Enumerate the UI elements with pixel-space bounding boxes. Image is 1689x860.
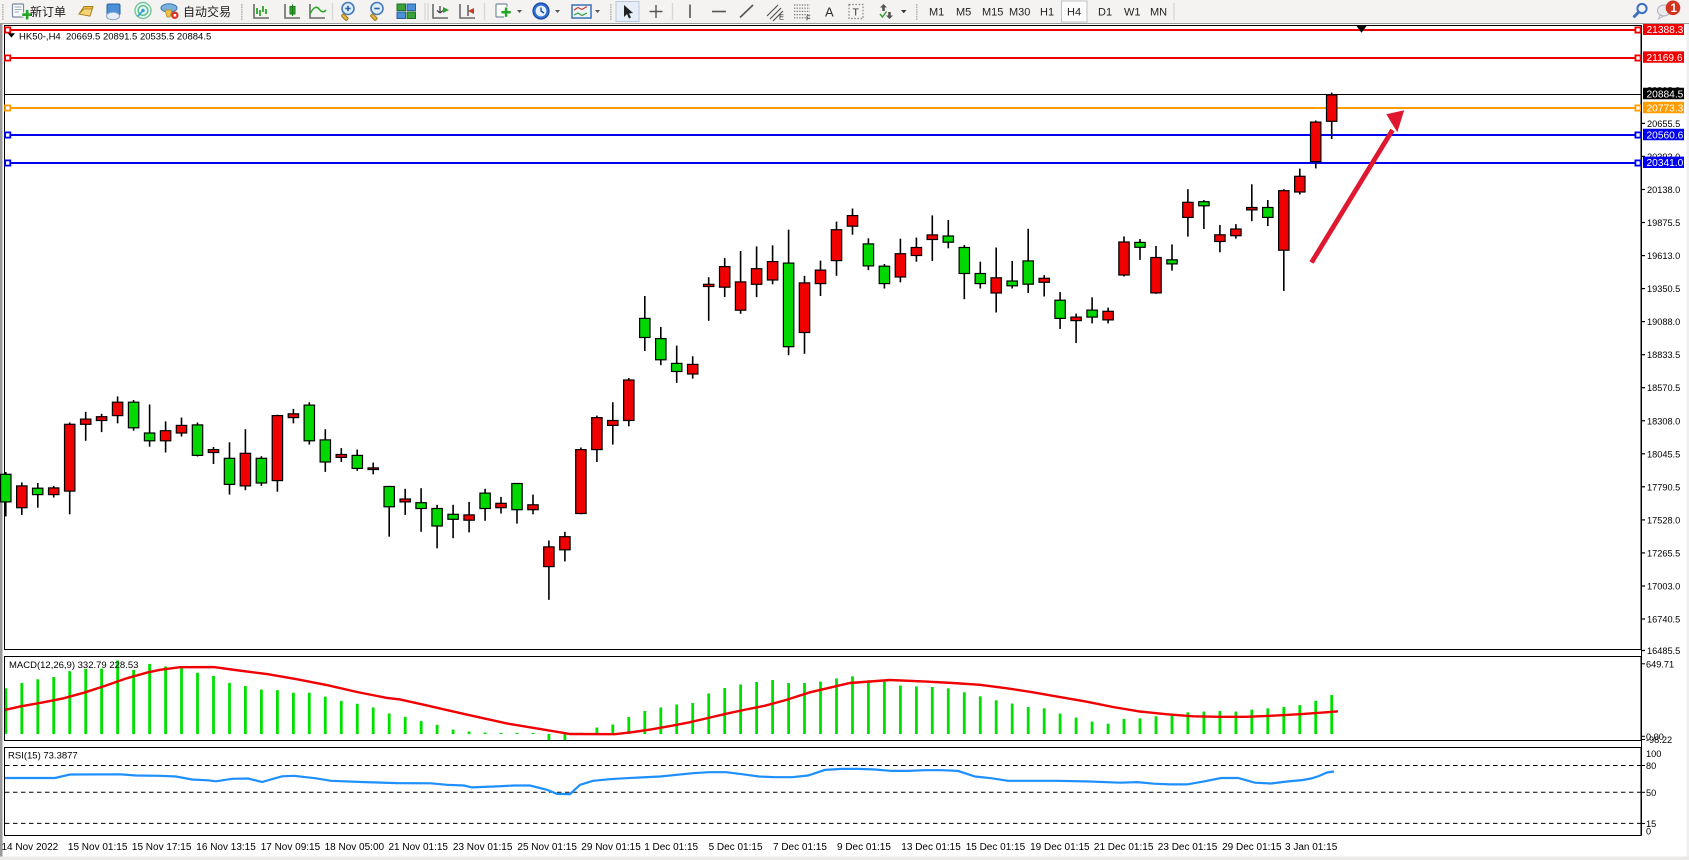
svg-text:H4: H4 — [1067, 7, 1081, 19]
svg-text:MACD(12,26,9) 332.79 228.53: MACD(12,26,9) 332.79 228.53 — [9, 660, 138, 671]
svg-text:M15: M15 — [982, 7, 1003, 19]
svg-text:16740.5: 16740.5 — [1647, 615, 1680, 625]
svg-text:25 Nov 01:15: 25 Nov 01:15 — [517, 842, 577, 853]
svg-text:15 Nov 17:15: 15 Nov 17:15 — [132, 842, 192, 853]
svg-text:16485.5: 16485.5 — [1647, 646, 1680, 656]
svg-text:HK50-,H4 20669.5 20891.5 2053: HK50-,H4 20669.5 20891.5 20535.5 20884.5 — [19, 31, 211, 42]
svg-text:A: A — [825, 5, 834, 20]
svg-text:H1: H1 — [1040, 7, 1054, 19]
svg-text:1: 1 — [1671, 3, 1678, 15]
svg-text:23 Dec 01:15: 23 Dec 01:15 — [1158, 842, 1218, 853]
svg-text:13 Dec 01:15: 13 Dec 01:15 — [901, 842, 961, 853]
svg-text:16 Nov 13:15: 16 Nov 13:15 — [196, 842, 256, 853]
svg-text:23 Nov 01:15: 23 Nov 01:15 — [453, 842, 513, 853]
svg-text:50: 50 — [1646, 788, 1656, 798]
svg-text:21169.6: 21169.6 — [1647, 53, 1683, 64]
svg-text:17265.5: 17265.5 — [1647, 548, 1680, 558]
svg-text:0.00: 0.00 — [1646, 732, 1664, 742]
svg-text:17528.0: 17528.0 — [1647, 515, 1680, 525]
svg-text:RSI(15) 73.3877: RSI(15) 73.3877 — [8, 751, 78, 762]
svg-text:21388.3: 21388.3 — [1647, 25, 1684, 36]
svg-text:649.71: 649.71 — [1646, 659, 1674, 669]
svg-text:18 Nov 05:00: 18 Nov 05:00 — [325, 842, 385, 853]
svg-text:E: E — [779, 13, 784, 22]
svg-text:18045.5: 18045.5 — [1647, 449, 1680, 459]
svg-text:15: 15 — [1646, 819, 1656, 829]
svg-text:17003.0: 17003.0 — [1647, 582, 1680, 592]
svg-text:20560.6: 20560.6 — [1647, 130, 1684, 141]
svg-text:100: 100 — [1646, 749, 1661, 759]
svg-text:20655.5: 20655.5 — [1647, 119, 1680, 129]
svg-text:T: T — [853, 7, 860, 19]
svg-text:MN: MN — [1150, 7, 1167, 19]
svg-text:14 Nov 2022: 14 Nov 2022 — [2, 842, 59, 853]
svg-text:7 Dec 01:15: 7 Dec 01:15 — [773, 842, 827, 853]
svg-text:-98.22: -98.22 — [1646, 735, 1672, 745]
svg-text:17 Nov 09:15: 17 Nov 09:15 — [261, 842, 321, 853]
svg-text:9 Dec 01:15: 9 Dec 01:15 — [837, 842, 891, 853]
svg-text:W1: W1 — [1124, 7, 1141, 19]
svg-text:21 Dec 01:15: 21 Dec 01:15 — [1094, 842, 1154, 853]
svg-text:M1: M1 — [929, 7, 944, 19]
svg-text:D1: D1 — [1098, 7, 1112, 19]
svg-text:20341.0: 20341.0 — [1647, 158, 1684, 169]
svg-text:29 Nov 01:15: 29 Nov 01:15 — [581, 842, 641, 853]
svg-text:19613.0: 19613.0 — [1647, 251, 1680, 261]
svg-text:18308.0: 18308.0 — [1647, 416, 1680, 426]
svg-text:20884.5: 20884.5 — [1647, 89, 1684, 100]
svg-text:1 Dec 01:15: 1 Dec 01:15 — [644, 842, 698, 853]
svg-text:18833.5: 18833.5 — [1647, 350, 1680, 360]
svg-text:21 Nov 01:15: 21 Nov 01:15 — [389, 842, 449, 853]
svg-text:15 Nov 01:15: 15 Nov 01:15 — [68, 842, 128, 853]
svg-text:自动交易: 自动交易 — [183, 4, 231, 19]
svg-text:15 Dec 01:15: 15 Dec 01:15 — [966, 842, 1026, 853]
svg-text:M5: M5 — [956, 7, 971, 19]
svg-text:0: 0 — [1646, 826, 1651, 836]
svg-text:18570.5: 18570.5 — [1647, 383, 1680, 393]
svg-text:29 Dec 01:15: 29 Dec 01:15 — [1222, 842, 1282, 853]
svg-text:80: 80 — [1646, 761, 1656, 771]
svg-text:17790.5: 17790.5 — [1647, 482, 1680, 492]
svg-text:19875.5: 19875.5 — [1647, 218, 1680, 228]
svg-text:19088.0: 19088.0 — [1647, 317, 1680, 327]
svg-text:3 Jan 01:15: 3 Jan 01:15 — [1285, 842, 1338, 853]
svg-text:F: F — [806, 14, 811, 23]
svg-text:20773.3: 20773.3 — [1647, 103, 1684, 114]
svg-text:19350.5: 19350.5 — [1647, 284, 1680, 294]
svg-text:新订单: 新订单 — [30, 4, 66, 19]
svg-text:19 Dec 01:15: 19 Dec 01:15 — [1030, 842, 1090, 853]
svg-text:5 Dec 01:15: 5 Dec 01:15 — [709, 842, 763, 853]
svg-text:20138.0: 20138.0 — [1647, 185, 1680, 195]
svg-text:M30: M30 — [1009, 7, 1030, 19]
